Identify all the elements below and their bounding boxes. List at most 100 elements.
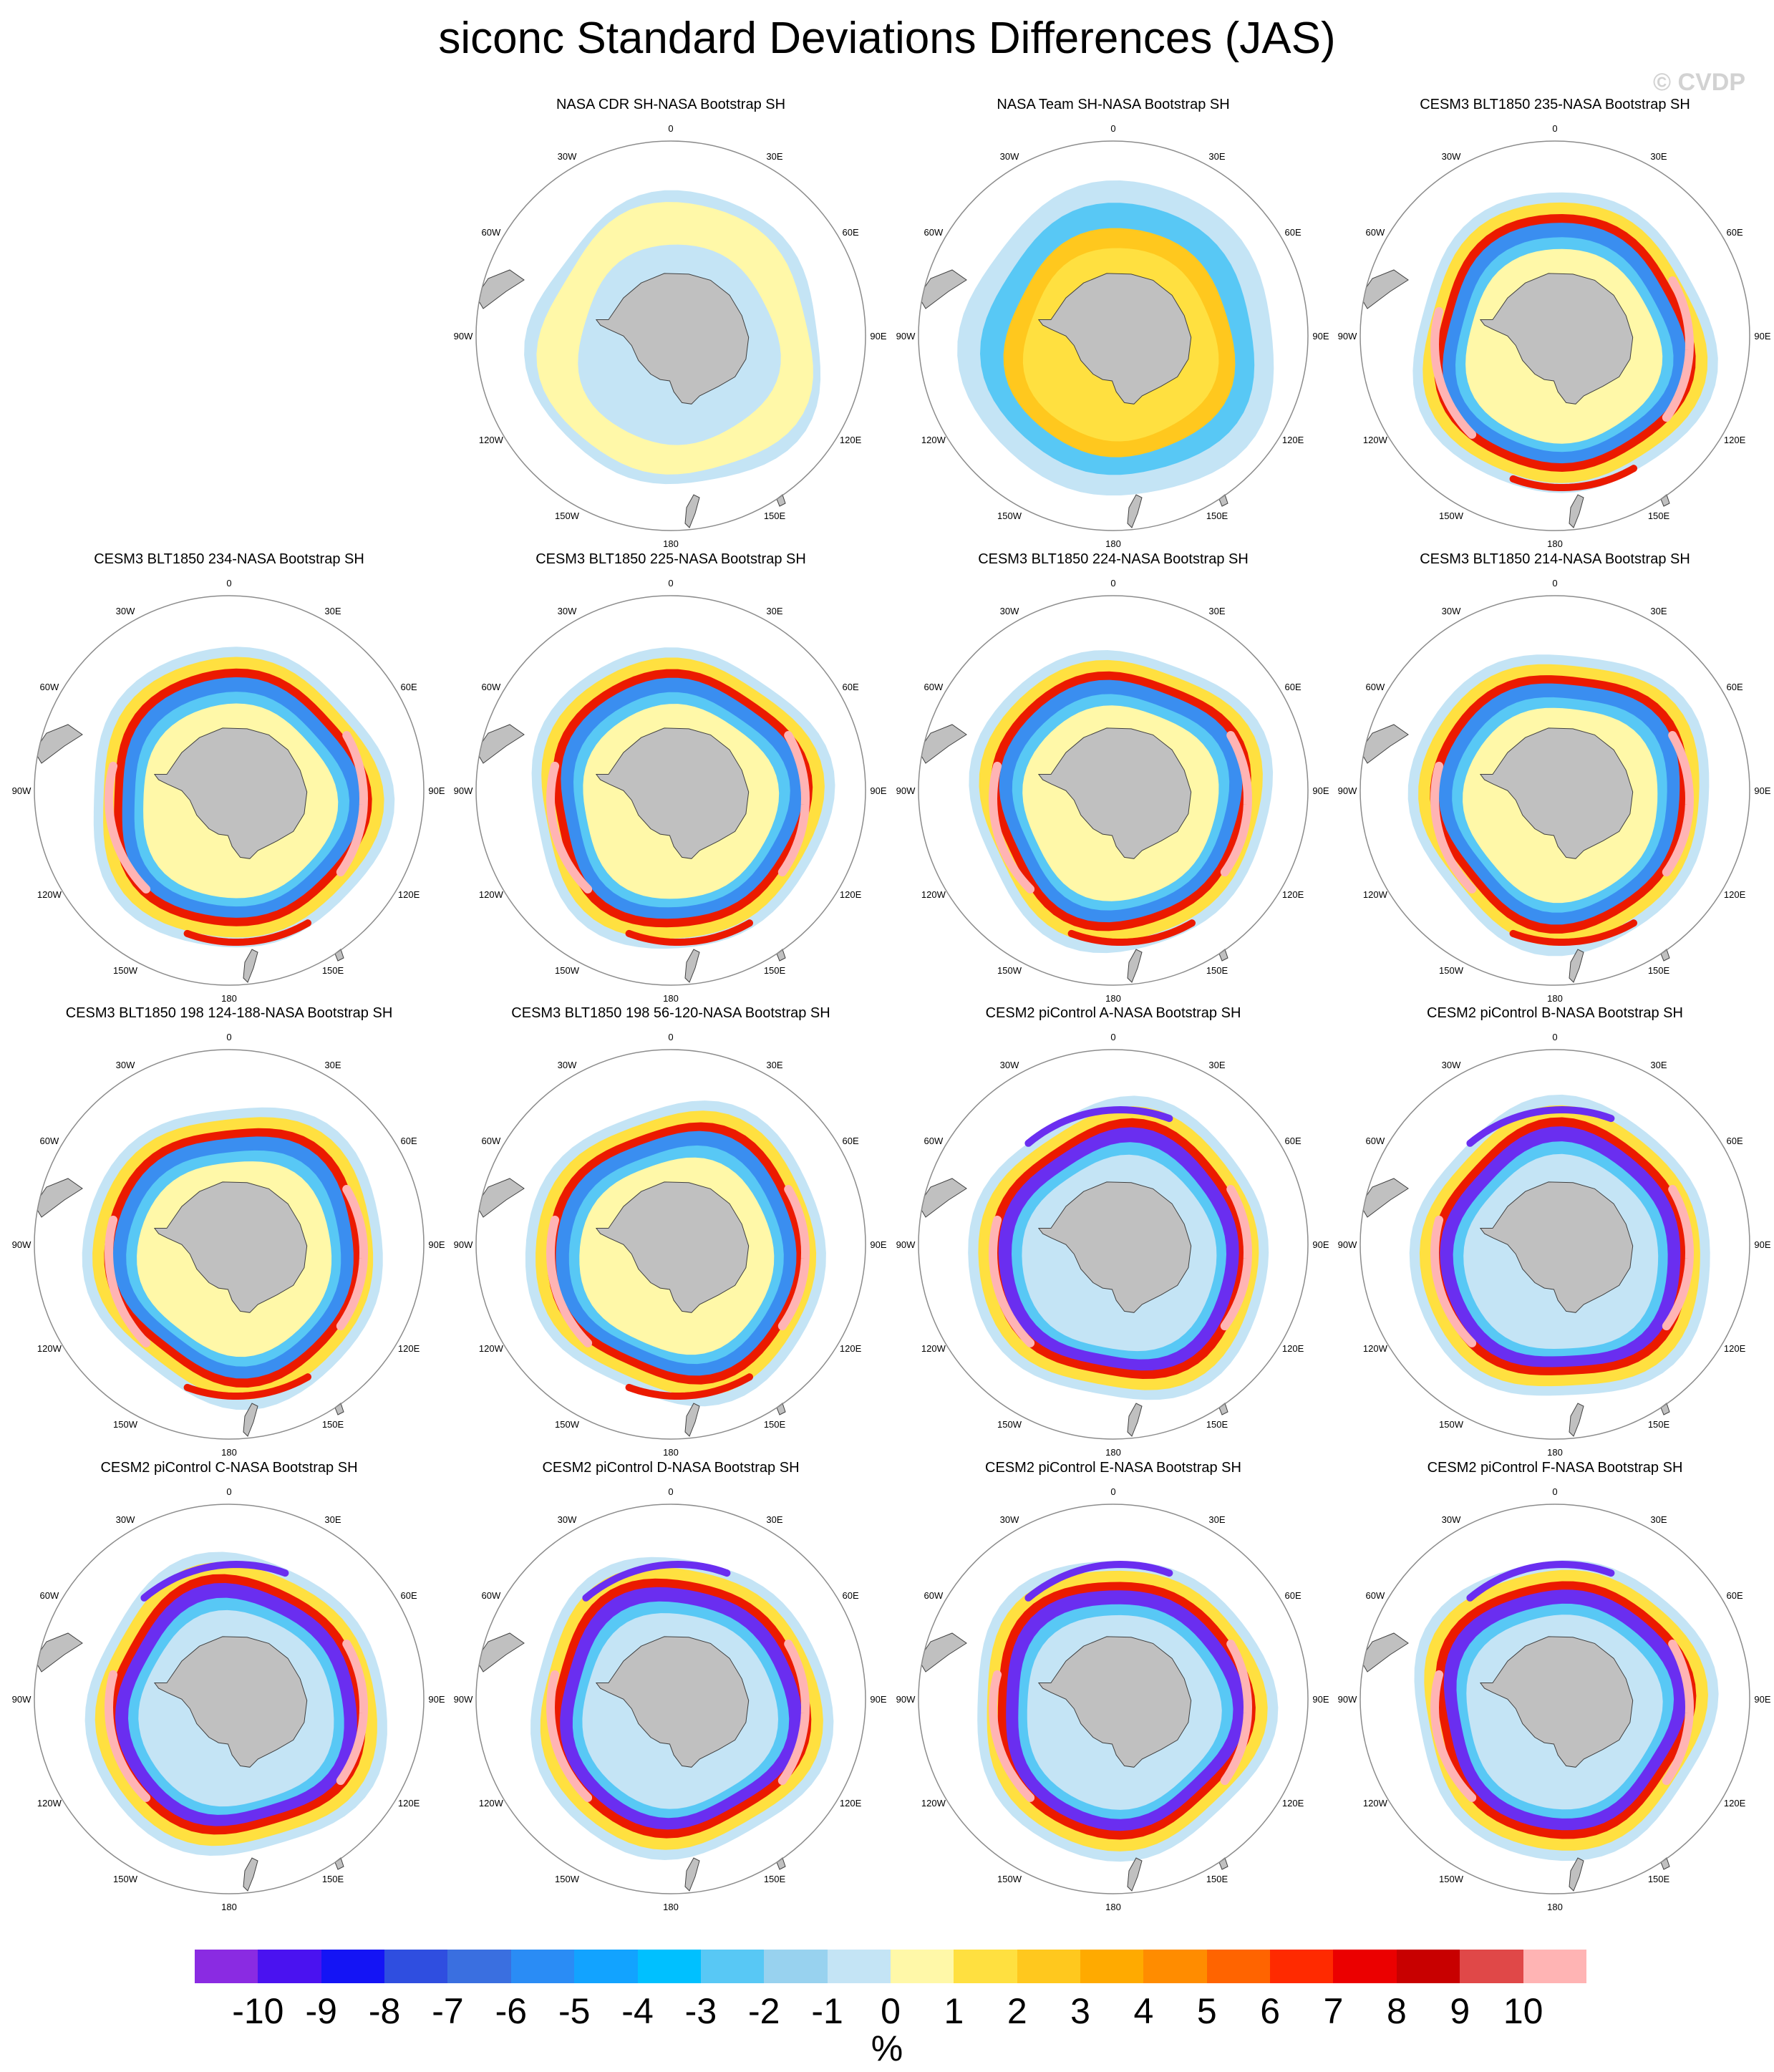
- longitude-label: 90W: [896, 331, 916, 342]
- longitude-label: 120E: [1282, 1343, 1304, 1354]
- colorbar-tick-label: -10: [232, 1991, 284, 2031]
- antarctica-land: [1479, 1181, 1634, 1313]
- map-panel: CESM3 BLT1850 214-NASA Bootstrap SH 0 30E 6…: [1338, 551, 1771, 1004]
- panel-title: CESM3 BLT1850 225-NASA Bootstrap SH: [535, 551, 806, 567]
- panel-title: CESM2 piControl D-NASA Bootstrap SH: [542, 1460, 799, 1476]
- longitude-label: 30E: [1208, 606, 1225, 616]
- longitude-label: 90W: [896, 785, 916, 796]
- map-panel: CESM3 BLT1850 198 56-120-NASA Bootstrap …: [454, 1005, 887, 1458]
- antarctica-land: [1037, 1636, 1192, 1768]
- colorbar-swatch: [321, 1950, 385, 1983]
- colorbar-swatch: [510, 1950, 575, 1983]
- longitude-label: 60W: [482, 1136, 501, 1146]
- panel-title: CESM2 piControl F-NASA Bootstrap SH: [1428, 1460, 1683, 1476]
- colorbar-tick-label: -2: [748, 1991, 780, 2031]
- longitude-label: 30W: [1442, 1060, 1461, 1070]
- anomaly-band: [1220, 1640, 1253, 1786]
- new-zealand-land: [243, 1857, 258, 1892]
- longitude-label: 60W: [482, 1590, 501, 1601]
- longitude-label: 90E: [428, 1239, 445, 1250]
- longitude-label: 60W: [1366, 227, 1385, 238]
- new-zealand-land: [1127, 1403, 1143, 1437]
- longitude-label: 30E: [766, 606, 782, 616]
- longitude-label: 120W: [37, 1798, 62, 1809]
- antarctica-land: [1037, 273, 1192, 405]
- colorbar-swatch: [1396, 1950, 1460, 1983]
- longitude-label: 150E: [322, 965, 344, 976]
- colorbar: [195, 1950, 1586, 1983]
- longitude-label: 30E: [1208, 1060, 1225, 1070]
- south-america-land: [1360, 1178, 1409, 1218]
- new-zealand-land: [1569, 494, 1584, 528]
- longitude-label: 120W: [921, 435, 946, 445]
- new-zealand-land: [1127, 1857, 1143, 1892]
- longitude-label: 150W: [997, 1419, 1022, 1430]
- longitude-label: 120E: [1282, 435, 1304, 445]
- longitude-label: 120E: [1724, 889, 1746, 900]
- longitude-label: 180: [663, 1447, 679, 1458]
- antarctica-land: [1037, 727, 1192, 859]
- colorbar-swatch: [764, 1950, 828, 1983]
- longitude-label: 150W: [113, 1874, 138, 1884]
- longitude-label: 120E: [398, 1798, 420, 1809]
- new-zealand-land: [684, 494, 700, 528]
- longitude-label: 0: [1552, 123, 1557, 134]
- longitude-label: 60E: [1727, 1136, 1743, 1146]
- longitude-label: 150W: [997, 965, 1022, 976]
- longitude-label: 180: [221, 1902, 237, 1912]
- map-boundary: [475, 1504, 866, 1894]
- anomaly-band: [546, 761, 593, 894]
- longitude-label: 60E: [843, 1136, 859, 1146]
- longitude-label: 90W: [896, 1694, 916, 1705]
- colorbar-swatch: [258, 1950, 321, 1983]
- longitude-label: 180: [1547, 1447, 1563, 1458]
- longitude-label: 120W: [1363, 435, 1388, 445]
- anomaly-band: [1509, 919, 1637, 946]
- longitude-label: 90W: [1338, 331, 1357, 342]
- longitude-label: 180: [1105, 993, 1121, 1004]
- longitude-label: 90E: [1312, 1239, 1329, 1250]
- colorbar-tick-label: 4: [1133, 1991, 1154, 2031]
- longitude-label: 150E: [1206, 1419, 1228, 1430]
- longitude-label: 0: [668, 1486, 673, 1497]
- antarctica-land: [1479, 1636, 1634, 1768]
- panel-title: CESM2 piControl A-NASA Bootstrap SH: [986, 1005, 1241, 1021]
- longitude-label: 90W: [454, 331, 473, 342]
- antarctica-land: [595, 273, 750, 405]
- longitude-label: 30E: [324, 1514, 341, 1525]
- longitude-label: 90E: [870, 1694, 886, 1705]
- longitude-label: 150W: [555, 1419, 580, 1430]
- colorbar-tick-label: 5: [1196, 1991, 1217, 2031]
- longitude-label: 60E: [843, 1590, 859, 1601]
- longitude-label: 0: [226, 1032, 231, 1042]
- map-boundary: [918, 1504, 1309, 1894]
- longitude-label: 30W: [1000, 151, 1019, 162]
- south-america-land: [34, 724, 83, 764]
- longitude-label: 150E: [764, 1874, 786, 1884]
- longitude-label: 150W: [555, 510, 580, 521]
- longitude-label: 180: [221, 1447, 237, 1458]
- longitude-label: 30E: [1208, 1514, 1225, 1525]
- colorbar-swatch: [827, 1950, 891, 1983]
- map-field: [93, 647, 395, 948]
- map-boundary: [475, 1049, 866, 1440]
- panel-title: CESM3 BLT1850 198 56-120-NASA Bootstrap …: [511, 1005, 830, 1021]
- longitude-label: 150E: [764, 1419, 786, 1430]
- anomaly-band: [988, 761, 1035, 894]
- colorbar-tick-label: -5: [558, 1991, 591, 2031]
- anomaly-band: [1067, 919, 1196, 946]
- longitude-label: 30E: [324, 606, 341, 616]
- colorbar-swatch: [384, 1950, 448, 1983]
- colorbar-tick-label: 7: [1323, 1991, 1344, 2031]
- new-zealand-land: [1569, 1857, 1584, 1892]
- longitude-label: 120E: [1282, 1798, 1304, 1809]
- longitude-label: 60E: [401, 1590, 417, 1601]
- map-panel: NASA Team SH-NASA Bootstrap SH 0 30E 60E 90E…: [896, 97, 1329, 549]
- longitude-label: 30W: [1000, 1060, 1019, 1070]
- antarctica-land: [153, 1636, 308, 1768]
- longitude-label: 120E: [840, 1798, 862, 1809]
- longitude-label: 120W: [1363, 1343, 1388, 1354]
- longitude-label: 30E: [766, 151, 782, 162]
- colorbar-units: %: [871, 2028, 903, 2068]
- colorbar-swatch: [954, 1950, 1017, 1983]
